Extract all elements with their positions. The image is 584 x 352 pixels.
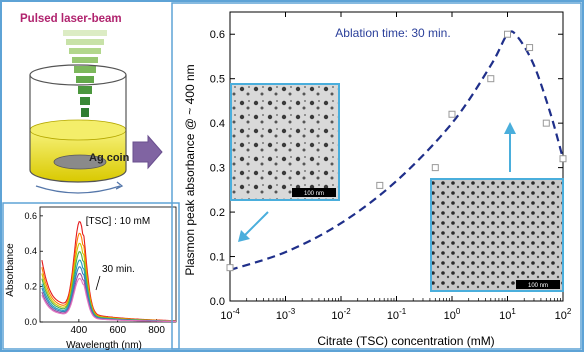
main-x-tick-label: 100 [444, 307, 461, 322]
data-point [542, 119, 550, 127]
inset-x-tick-label: 400 [71, 325, 88, 336]
main-y-tick-label: 0.3 [210, 163, 225, 175]
beaker: Ag coin [29, 64, 130, 194]
data-point [431, 164, 439, 172]
main-y-label: Plasmon peak absorbance @ ~ 400 nm [183, 64, 197, 275]
inset-frame [2, 202, 180, 350]
main-chart: 10-4 10-3 10-2 10-1 100 101 102 0.0 0.1 0.2 0.3 0.4… [171, 2, 582, 350]
main-y-tick-label: 0.5 [210, 74, 225, 86]
ag-coin [53, 154, 107, 170]
callout-arrow-right [504, 122, 516, 172]
data-point [376, 181, 384, 189]
main-x-tick-label: 101 [499, 307, 516, 322]
inset-x-tick-label: 600 [109, 325, 126, 336]
inset-spectra-chart: 400 600 800 0.0 0.2 0.4 0.6 [TSC] : 10 mM 30 m… [2, 202, 180, 351]
spectrum-line [41, 277, 176, 322]
inset-time-pointer [95, 275, 101, 291]
main-y-tick-label: 0.4 [210, 118, 225, 130]
data-point [226, 264, 234, 272]
main-y-tick-label: 0.1 [210, 252, 225, 264]
main-x-tick-label: 10-3 [276, 307, 296, 322]
data-point [487, 75, 495, 83]
inset-plot-area: 400 600 800 0.0 0.2 0.4 0.6 [24, 206, 177, 336]
tem-image-left: 100 nm [230, 83, 340, 201]
tem-scale-left: 100 nm [304, 191, 324, 197]
data-point [448, 110, 456, 118]
main-chart-frame [171, 2, 582, 350]
inset-axes-box [39, 206, 177, 323]
beam-label: Pulsed laser-beam [20, 13, 122, 25]
main-x-tick-label: 10-4 [220, 307, 240, 322]
inset-x-label: Wavelength (nm) [66, 340, 142, 351]
inset-x-tick-label: 800 [148, 325, 165, 336]
callout-arrow-left [238, 211, 269, 242]
ablation-time-label: Ablation time: 30 min. [335, 26, 450, 40]
inset-y-tick-label: 0.4 [24, 246, 37, 256]
main-x-label: Citrate (TSC) concentration (mM) [317, 334, 494, 348]
ablation-illustration: Pulsed laser-beam Ag coin [20, 13, 163, 194]
fit-curve [229, 30, 565, 271]
main-x-tick-label: 10-2 [331, 307, 351, 322]
main-y-tick-label: 0.2 [210, 207, 225, 219]
inset-tsc-label: [TSC] : 10 mM [86, 216, 150, 227]
inset-y-label: Absorbance [5, 243, 16, 297]
data-point [559, 155, 567, 163]
coin-label: Ag coin [89, 152, 130, 164]
inset-y-tick-label: 0.2 [24, 282, 37, 292]
inset-time-label: 30 min. [102, 264, 135, 275]
inset-y-tick-label: 0.6 [24, 211, 37, 221]
main-x-tick-label: 102 [555, 307, 572, 322]
process-arrow [132, 134, 163, 170]
tem-scale-right: 100 nm [528, 283, 548, 289]
data-point [504, 30, 511, 38]
tem-image-right: 100 nm [430, 178, 564, 292]
main-x-tick-label: 10-1 [387, 307, 407, 322]
inset-y-tick-label: 0.0 [24, 317, 37, 327]
main-y-tick-label: 0.0 [210, 296, 225, 308]
main-y-tick-label: 0.6 [210, 29, 225, 41]
data-point [526, 44, 534, 52]
